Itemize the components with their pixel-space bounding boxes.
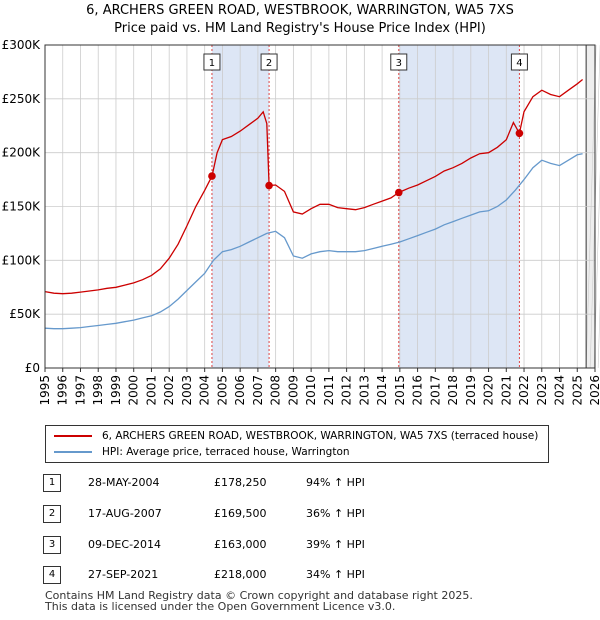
x-tick-label: 2003 [180, 375, 194, 406]
sale-price: £218,000 [214, 568, 267, 581]
x-tick-label: 2018 [446, 375, 460, 406]
sale-number-box [203, 53, 221, 71]
y-tick-label: £150K [2, 200, 42, 214]
sale-date: 28-MAY-2004 [88, 476, 160, 489]
x-tick-label: 2020 [482, 375, 496, 406]
footer-licence: This data is licensed under the Open Gov… [45, 600, 396, 613]
chart-title: 6, ARCHERS GREEN ROAD, WESTBROOK, WARRIN… [0, 2, 600, 38]
x-tick-label: 2005 [215, 375, 229, 406]
property-price-line [44, 78, 584, 295]
legend: 6, ARCHERS GREEN ROAD, WESTBROOK, WARRIN… [45, 425, 549, 463]
sale-number-label: 1 [209, 58, 215, 69]
sale-point [394, 188, 403, 197]
y-tick-label: £200K [2, 146, 42, 160]
plot-frame [44, 44, 596, 369]
sale-point [208, 172, 216, 180]
x-tick-label: 2019 [464, 375, 478, 406]
sale-number-box [510, 53, 528, 71]
x-tick-label: 1995 [38, 375, 52, 406]
sale-number-badge: 2 [43, 505, 61, 523]
title-line-1: 6, ARCHERS GREEN ROAD, WESTBROOK, WARRIN… [86, 3, 514, 18]
x-tick-label: 2000 [127, 375, 141, 406]
legend-item-property: 6, ARCHERS GREEN ROAD, WESTBROOK, WARRIN… [54, 428, 538, 444]
sale-row: 3 09-DEC-2014 £163,000 39% ↑ HPI [0, 536, 600, 554]
x-tick-label: 2021 [499, 375, 513, 406]
sale-number-badge: 3 [43, 536, 61, 554]
legend-label-hpi: HPI: Average price, terraced house, Warr… [102, 446, 350, 458]
x-tick-label: 2016 [411, 375, 425, 406]
sale-hpi-change: 36% ↑ HPI [306, 507, 365, 520]
sale-date: 09-DEC-2014 [88, 538, 162, 551]
x-tick-label: 2026 [588, 375, 600, 406]
y-tick-label: £50K [9, 307, 41, 321]
x-tick-label: 2012 [340, 375, 354, 406]
sale-hpi-change: 39% ↑ HPI [306, 538, 365, 551]
sale-price: £178,250 [214, 476, 267, 489]
sale-date: 17-AUG-2007 [88, 507, 162, 520]
x-tick-label: 2006 [233, 375, 247, 406]
x-tick-label: 1997 [73, 375, 87, 406]
x-tick-label: 2022 [517, 375, 531, 406]
sale-row: 2 17-AUG-2007 £169,500 36% ↑ HPI [0, 505, 600, 523]
footer: Contains HM Land Registry data © Crown c… [45, 590, 473, 612]
x-tick-label: 2009 [286, 375, 300, 406]
x-tick-label: 2010 [304, 375, 318, 406]
sale-number-box [260, 53, 278, 71]
x-tick-label: 2013 [357, 375, 371, 406]
sale-row: 4 27-SEP-2021 £218,000 34% ↑ HPI [0, 566, 600, 584]
x-tick-label: 1999 [109, 375, 123, 406]
x-tick-label: 2024 [553, 375, 567, 406]
sale-number-label: 3 [396, 58, 402, 69]
x-tick-label: 2023 [535, 375, 549, 406]
y-tick-label: £0 [25, 361, 40, 375]
sale-number-label: 2 [266, 58, 272, 69]
legend-swatch-hpi [54, 451, 92, 453]
y-tick-label: £300K [2, 38, 42, 52]
x-tick-label: 1996 [56, 375, 70, 406]
sale-price: £169,500 [214, 507, 267, 520]
x-tick-label: 2008 [269, 375, 283, 406]
legend-swatch-property [54, 435, 92, 437]
sale-point [515, 129, 524, 138]
sale-hpi-change: 94% ↑ HPI [306, 476, 365, 489]
sale-number-badge: 1 [43, 474, 61, 492]
y-tick-label: £100K [2, 253, 42, 267]
legend-item-hpi: HPI: Average price, terraced house, Warr… [54, 444, 350, 460]
x-tick-label: 2025 [570, 375, 584, 406]
footer-copyright: Contains HM Land Registry data © Crown c… [45, 589, 473, 602]
x-tick-label: 2001 [144, 375, 158, 406]
legend-label-property: 6, ARCHERS GREEN ROAD, WESTBROOK, WARRIN… [102, 430, 539, 442]
x-tick-label: 2014 [375, 375, 389, 406]
sale-number-box [390, 53, 408, 71]
x-tick-label: 2011 [322, 375, 336, 406]
x-tick-label: 2007 [251, 375, 265, 406]
hpi-line [44, 153, 583, 330]
sale-date: 27-SEP-2021 [88, 568, 159, 581]
title-line-2: Price paid vs. HM Land Registry's House … [114, 21, 486, 36]
sale-number-badge: 4 [43, 566, 61, 584]
x-tick-label: 2015 [393, 375, 407, 406]
sale-price: £163,000 [214, 538, 267, 551]
sale-row: 1 28-MAY-2004 £178,250 94% ↑ HPI [0, 474, 600, 492]
future-hatch-line [593, 168, 600, 369]
y-tick-label: £250K [2, 92, 42, 106]
x-tick-label: 2002 [162, 375, 176, 406]
sale-number-label: 4 [516, 58, 522, 69]
sale-point [265, 181, 273, 190]
x-tick-label: 2004 [198, 375, 212, 406]
x-tick-label: 2017 [428, 375, 442, 406]
sale-hpi-change: 34% ↑ HPI [306, 568, 365, 581]
x-tick-label: 1998 [91, 375, 105, 406]
